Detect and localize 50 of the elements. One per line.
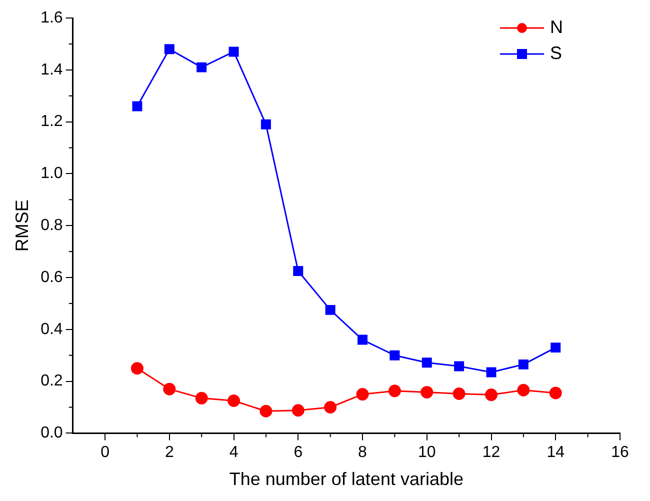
point [260, 119, 271, 130]
point [422, 358, 432, 368]
x-tick-label: 12 [482, 444, 500, 462]
x-tick-label: 10 [418, 444, 436, 462]
point [325, 304, 336, 315]
point [196, 62, 207, 72]
point [485, 388, 498, 402]
point [550, 342, 561, 353]
legend-label: S [550, 42, 562, 63]
y-tick-label: 1.6 [40, 9, 63, 26]
point [358, 334, 368, 345]
y-tick-label: 0.2 [40, 372, 63, 390]
y-tick-label: 0.6 [40, 268, 63, 286]
point [260, 404, 272, 418]
point [130, 362, 144, 375]
x-tick-label: 16 [611, 444, 629, 462]
point [228, 46, 239, 57]
point [356, 388, 369, 401]
point [517, 384, 530, 396]
y-tick-label: 0.8 [40, 217, 63, 234]
point [292, 404, 304, 417]
point [388, 384, 401, 398]
x-tick-label: 14 [546, 444, 565, 462]
point [195, 392, 208, 404]
x-tick-label: 2 [164, 444, 174, 462]
y-tick-label: 0.0 [40, 424, 63, 442]
point [163, 382, 176, 396]
point [486, 367, 496, 378]
point [164, 44, 174, 54]
point [324, 401, 337, 414]
point [390, 350, 400, 360]
point [420, 386, 434, 398]
y-axis-title: RMSE [12, 200, 32, 252]
x-axis-title: The number of latent variable [229, 469, 464, 490]
point [293, 266, 304, 276]
x-tick-label: 4 [229, 444, 238, 462]
point [452, 388, 466, 400]
y-tick-label: 1.0 [40, 165, 63, 182]
x-tick-label: 6 [294, 444, 303, 462]
x-tick-label: 8 [358, 444, 368, 462]
x-tick-label: 0 [100, 444, 110, 462]
point [132, 101, 142, 112]
point [228, 394, 240, 408]
y-tick-label: 0.4 [40, 320, 63, 338]
point [549, 386, 562, 400]
legend-label: N [550, 16, 563, 37]
point [518, 359, 528, 370]
y-tick-label: 1.2 [40, 113, 63, 130]
y-tick-label: 1.4 [40, 61, 63, 78]
point [454, 361, 464, 372]
